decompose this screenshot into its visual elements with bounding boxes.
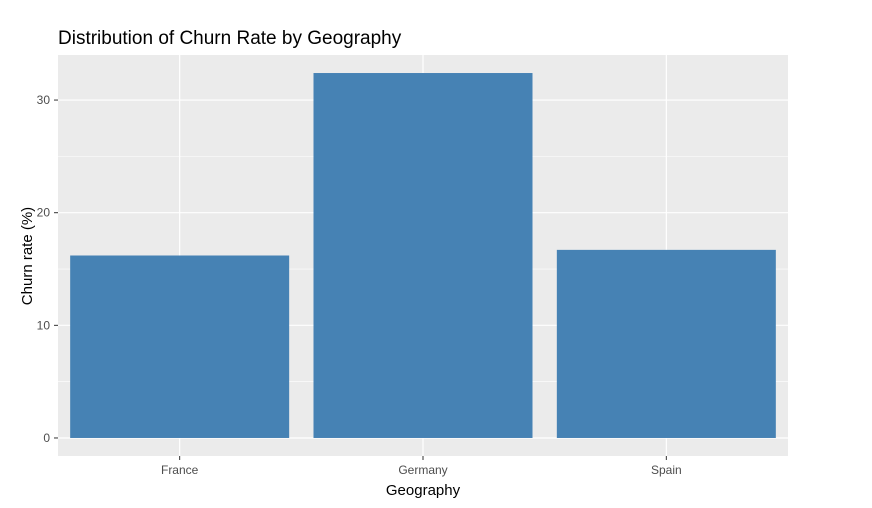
bars xyxy=(70,73,776,438)
bar-france xyxy=(70,255,290,438)
x-tick-label: Spain xyxy=(651,463,682,477)
chart-title: Distribution of Churn Rate by Geography xyxy=(58,28,402,49)
x-axis-label: Geography xyxy=(386,482,461,499)
y-axis-ticks: 0 10 20 30 xyxy=(37,93,58,445)
x-tick-label: Germany xyxy=(398,463,447,477)
y-tick-label: 20 xyxy=(37,206,51,220)
bar-spain xyxy=(556,249,776,438)
y-tick-label: 0 xyxy=(43,431,50,445)
y-tick-label: 10 xyxy=(37,318,51,332)
y-axis-label: Churn rate (%) xyxy=(19,207,36,305)
x-tick-label: France xyxy=(161,463,199,477)
x-axis-ticks: France Germany Spain xyxy=(161,456,682,477)
y-tick-label: 30 xyxy=(37,93,51,107)
bar-germany xyxy=(313,73,533,438)
